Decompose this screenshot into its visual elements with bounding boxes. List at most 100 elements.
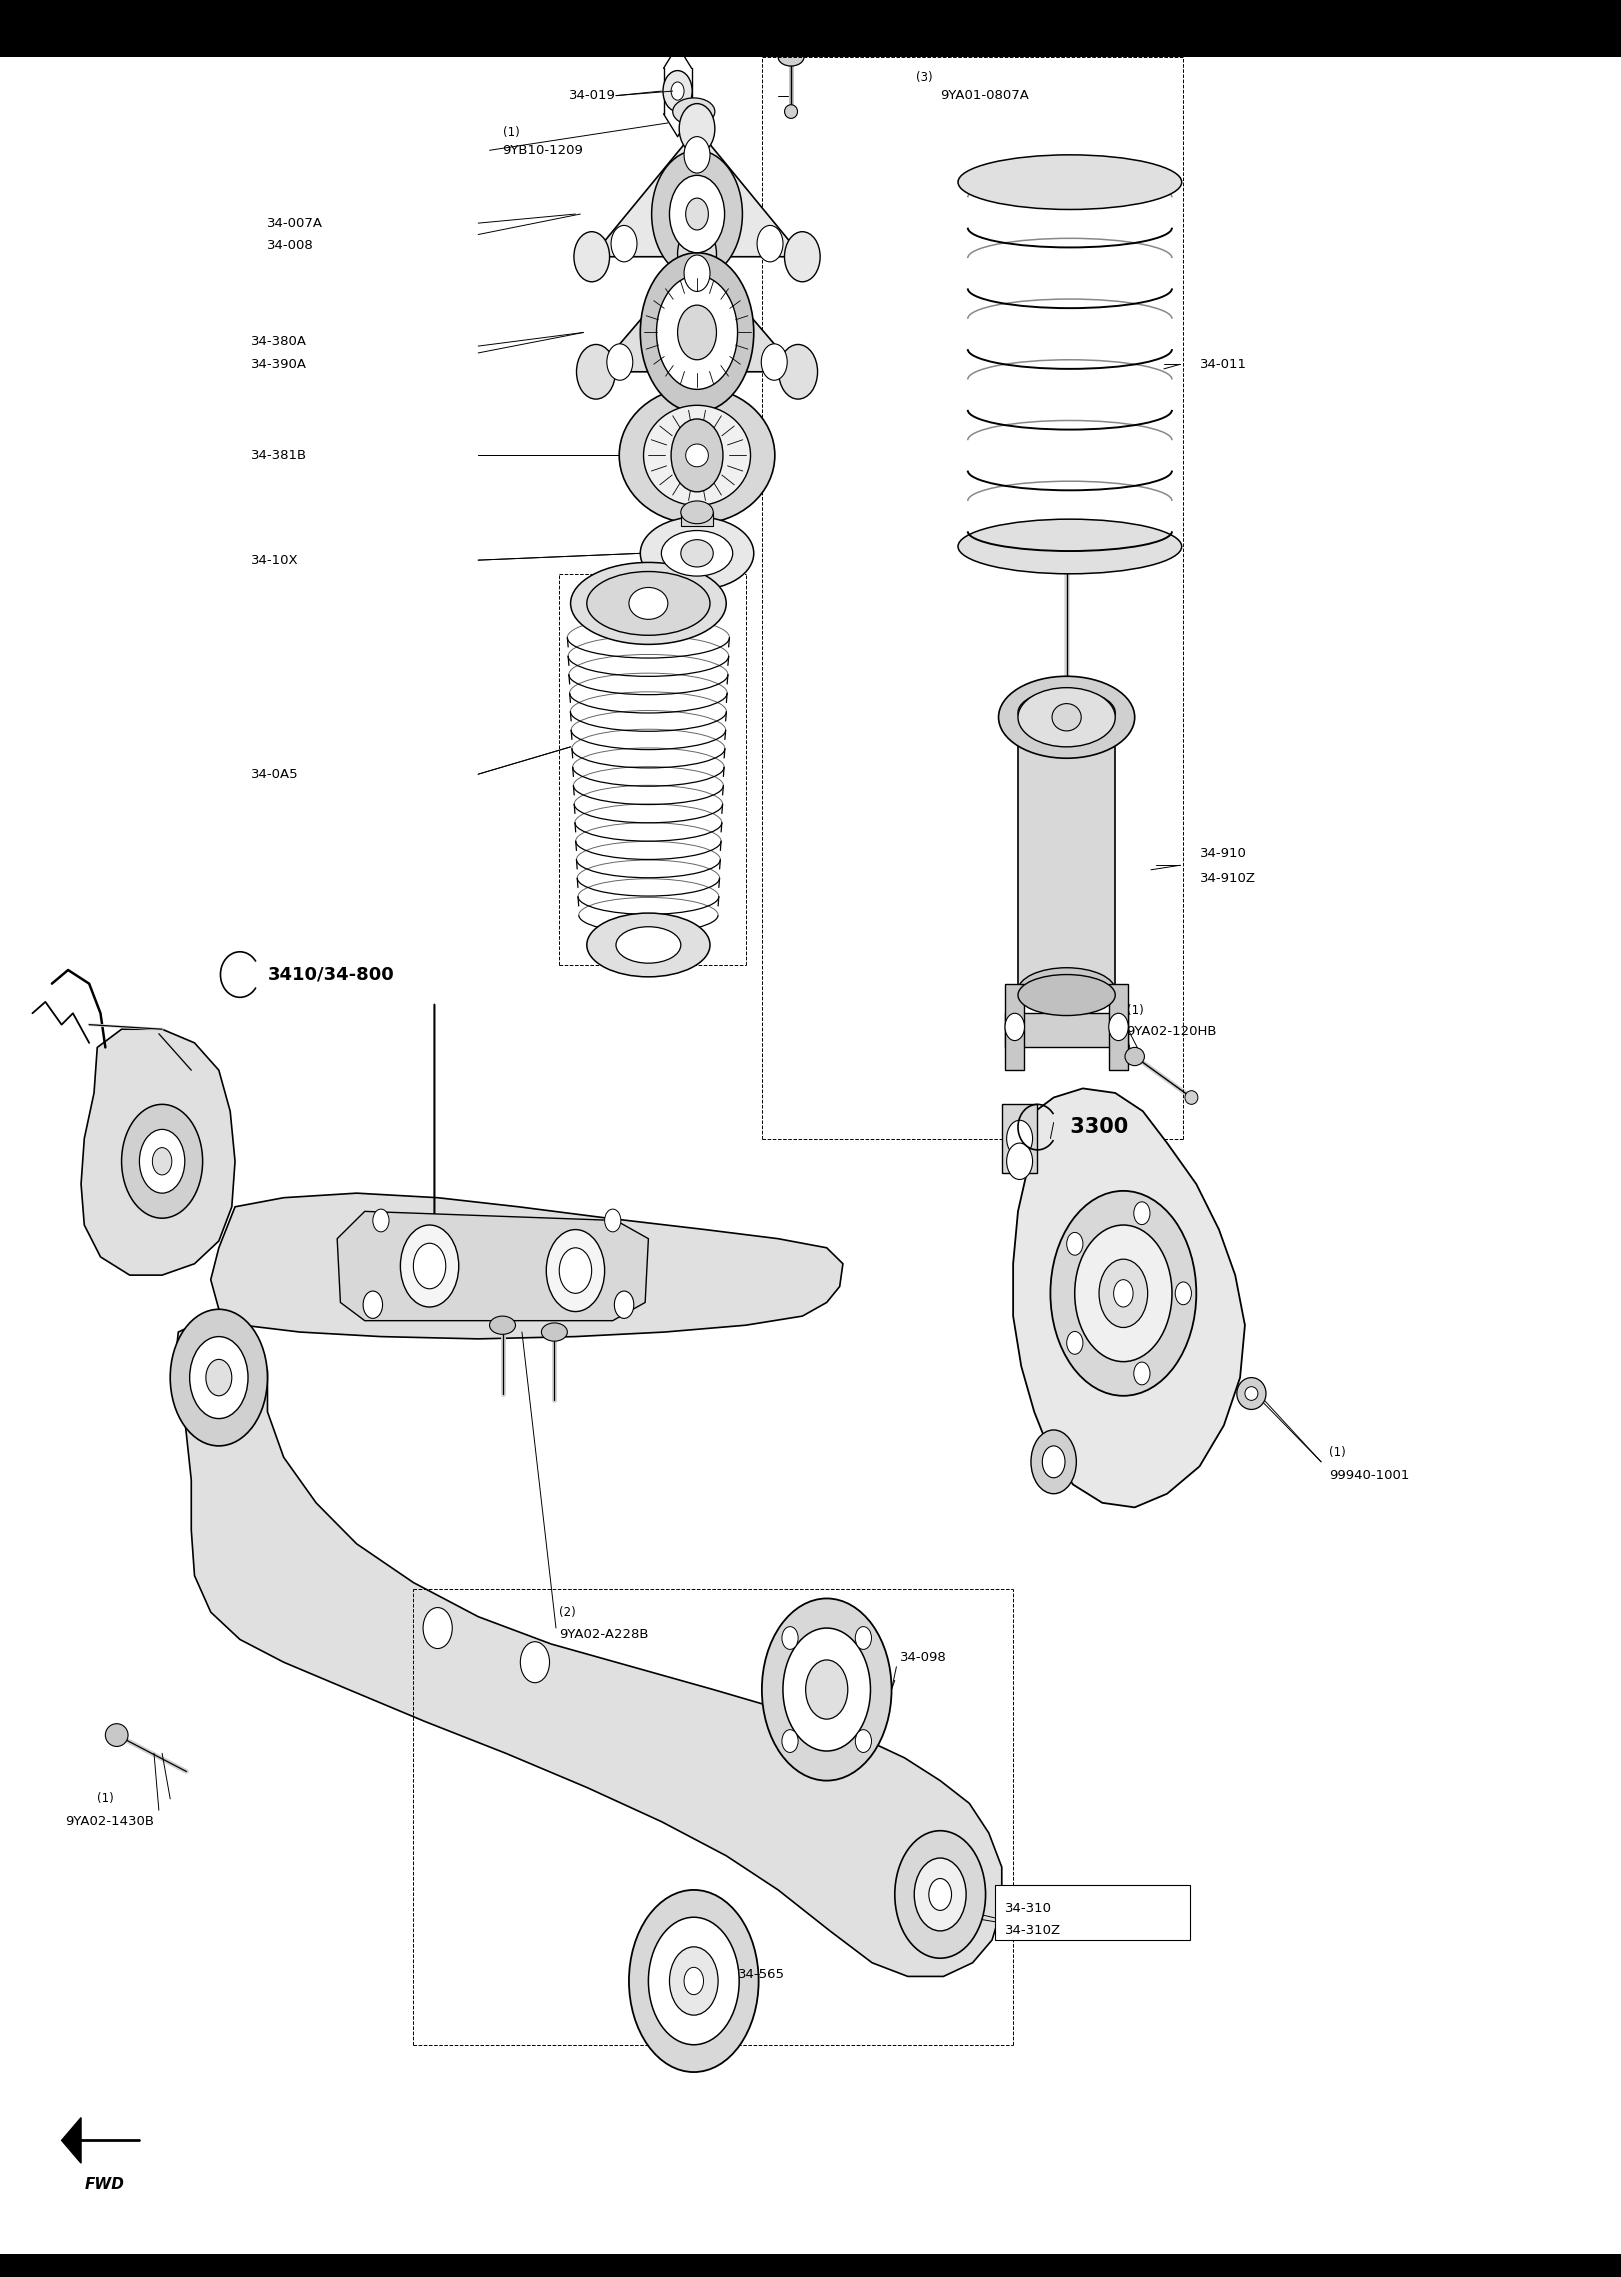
Ellipse shape xyxy=(1018,975,1115,1016)
Polygon shape xyxy=(175,1321,1002,1976)
Text: 9YA02-1430B: 9YA02-1430B xyxy=(65,1815,154,1828)
Ellipse shape xyxy=(587,913,710,977)
Polygon shape xyxy=(211,1193,843,1339)
Polygon shape xyxy=(597,253,798,371)
Ellipse shape xyxy=(1052,704,1081,731)
Circle shape xyxy=(757,225,783,262)
Text: (1): (1) xyxy=(1127,1004,1143,1018)
Circle shape xyxy=(778,344,817,398)
Circle shape xyxy=(1099,1259,1148,1327)
Circle shape xyxy=(611,225,637,262)
Circle shape xyxy=(1031,1430,1076,1494)
Bar xyxy=(1005,984,1024,1070)
Text: 34-380A: 34-380A xyxy=(251,335,308,348)
Circle shape xyxy=(686,198,708,230)
Circle shape xyxy=(546,1230,605,1312)
Circle shape xyxy=(671,419,723,492)
Text: 34-390A: 34-390A xyxy=(251,357,308,371)
Circle shape xyxy=(640,253,754,412)
Bar xyxy=(1005,1013,1128,1047)
Ellipse shape xyxy=(778,48,804,66)
Circle shape xyxy=(684,255,710,291)
Circle shape xyxy=(574,232,609,282)
Circle shape xyxy=(678,225,716,280)
Polygon shape xyxy=(592,128,802,257)
Circle shape xyxy=(629,1890,759,2072)
Circle shape xyxy=(1133,1362,1149,1384)
Ellipse shape xyxy=(681,501,713,524)
Circle shape xyxy=(1007,1143,1033,1179)
Circle shape xyxy=(152,1148,172,1175)
Circle shape xyxy=(1067,1332,1083,1355)
Ellipse shape xyxy=(999,676,1135,758)
Bar xyxy=(1002,1104,1037,1173)
Ellipse shape xyxy=(1185,1091,1198,1104)
Ellipse shape xyxy=(686,444,708,467)
Ellipse shape xyxy=(673,98,715,125)
Ellipse shape xyxy=(958,155,1182,209)
Circle shape xyxy=(606,344,632,380)
Text: 34-565: 34-565 xyxy=(738,1967,785,1981)
Circle shape xyxy=(762,344,788,380)
Polygon shape xyxy=(81,1029,235,1275)
Ellipse shape xyxy=(105,1724,128,1746)
Circle shape xyxy=(856,1626,872,1649)
Circle shape xyxy=(206,1359,232,1396)
Text: 34-098: 34-098 xyxy=(900,1651,947,1664)
Ellipse shape xyxy=(1018,968,1115,1013)
Circle shape xyxy=(614,1291,634,1318)
Circle shape xyxy=(423,1608,452,1649)
Circle shape xyxy=(781,1731,798,1753)
Circle shape xyxy=(684,1967,704,1995)
Polygon shape xyxy=(1013,1088,1245,1507)
Circle shape xyxy=(914,1858,966,1931)
Ellipse shape xyxy=(686,105,702,118)
Circle shape xyxy=(1067,1232,1083,1255)
Circle shape xyxy=(373,1209,389,1232)
Circle shape xyxy=(122,1104,203,1218)
Text: 34-011: 34-011 xyxy=(1200,357,1247,371)
Circle shape xyxy=(663,71,692,112)
Circle shape xyxy=(139,1129,185,1193)
Ellipse shape xyxy=(661,531,733,576)
Ellipse shape xyxy=(616,927,681,963)
Text: (1): (1) xyxy=(503,125,519,139)
Text: 9YA02-A228B: 9YA02-A228B xyxy=(559,1628,648,1642)
Text: 3410/34-800: 3410/34-800 xyxy=(267,965,394,984)
Text: 34-10X: 34-10X xyxy=(251,553,298,567)
Circle shape xyxy=(1007,1120,1033,1157)
Circle shape xyxy=(856,1731,872,1753)
Circle shape xyxy=(657,276,738,389)
Text: 34-381B: 34-381B xyxy=(251,449,308,462)
Circle shape xyxy=(895,1831,986,1958)
Circle shape xyxy=(783,1628,870,1751)
Ellipse shape xyxy=(958,519,1182,574)
Bar xyxy=(0,0,1621,57)
Bar xyxy=(995,1885,1190,1940)
Circle shape xyxy=(1005,1013,1024,1041)
Ellipse shape xyxy=(619,387,775,524)
Text: (2): (2) xyxy=(559,1605,575,1619)
Ellipse shape xyxy=(1125,1047,1144,1066)
Circle shape xyxy=(762,1598,892,1781)
Text: FWD: FWD xyxy=(84,2177,125,2193)
Ellipse shape xyxy=(1237,1378,1266,1409)
Circle shape xyxy=(559,1248,592,1293)
Circle shape xyxy=(648,1917,739,2045)
Text: (3): (3) xyxy=(916,71,932,84)
Text: 99940-1001: 99940-1001 xyxy=(1329,1469,1410,1482)
Circle shape xyxy=(785,232,820,282)
Circle shape xyxy=(520,1642,550,1683)
Circle shape xyxy=(652,150,742,278)
Ellipse shape xyxy=(640,517,754,590)
Circle shape xyxy=(806,1660,848,1719)
Text: 9YB10-1209: 9YB10-1209 xyxy=(503,143,584,157)
Circle shape xyxy=(669,1947,718,2015)
Circle shape xyxy=(1114,1280,1133,1307)
Ellipse shape xyxy=(644,405,751,505)
Text: (1): (1) xyxy=(1329,1446,1345,1460)
Ellipse shape xyxy=(681,540,713,567)
Circle shape xyxy=(1109,1013,1128,1041)
Text: 3300: 3300 xyxy=(1062,1118,1128,1136)
Text: 34-910Z: 34-910Z xyxy=(1200,872,1256,886)
